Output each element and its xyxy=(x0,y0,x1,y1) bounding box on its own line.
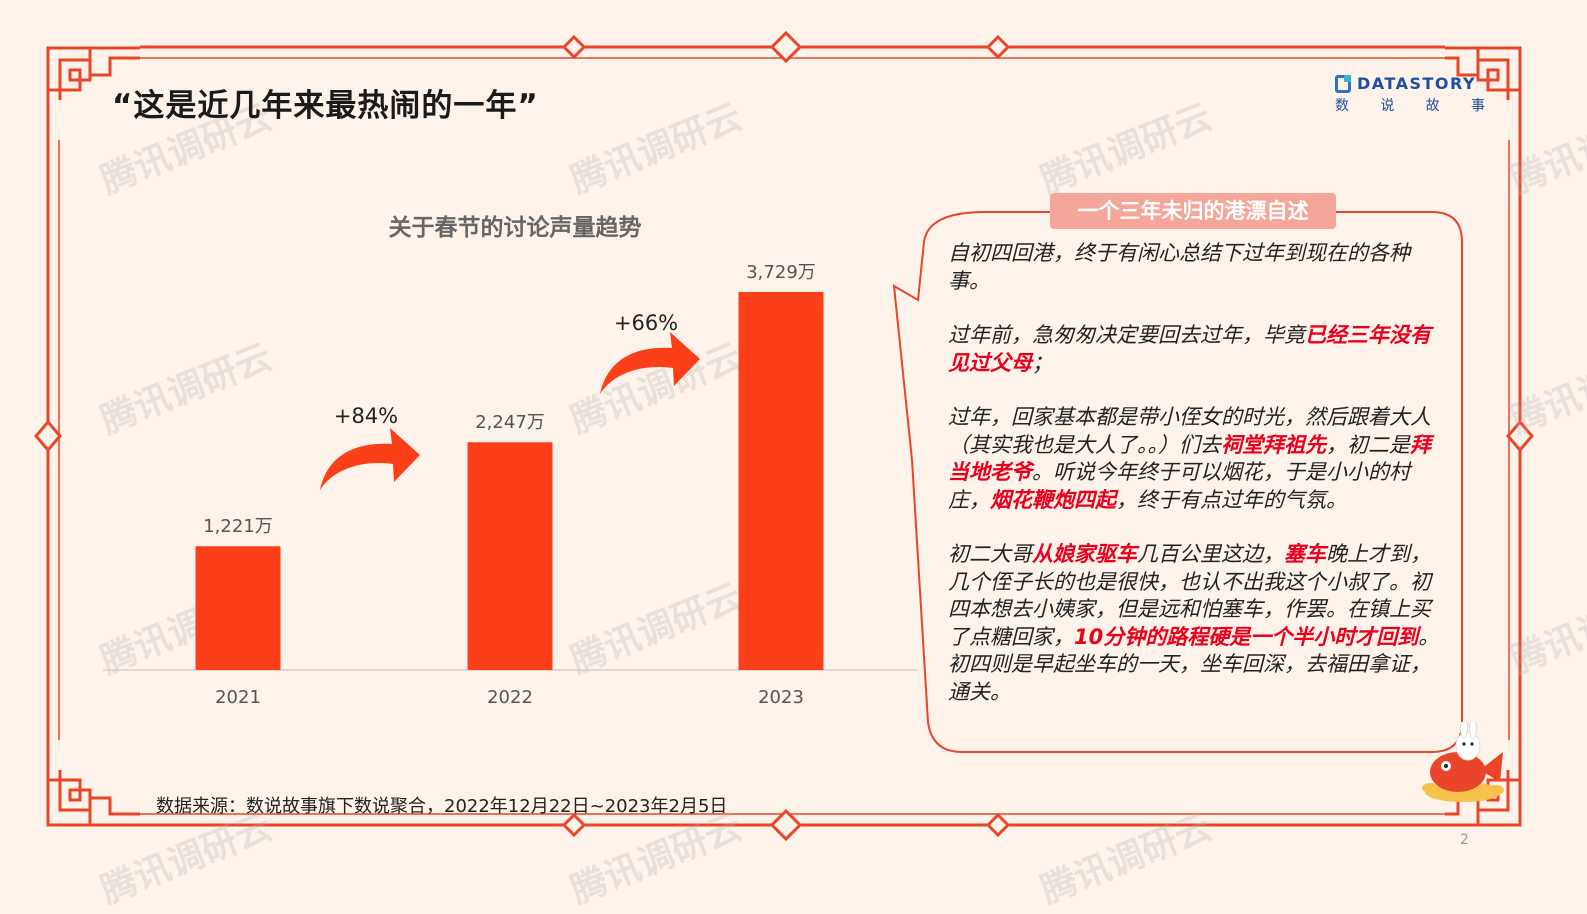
bar-chart: 1,221万 2021 2,247万 2022 3,729万 2023 +84% +66% xyxy=(103,262,918,708)
highlight-text: 塞车 xyxy=(1284,542,1326,566)
story-text-segment: 过年前，急匆匆决定要回去过年，毕竟 xyxy=(948,323,1305,347)
logo-chinese: 数 说 故 事 xyxy=(1335,95,1485,115)
bar-2021 xyxy=(195,546,281,670)
growth-arrow xyxy=(320,428,420,490)
x-tick-label: 2023 xyxy=(758,687,804,708)
story-paragraph: 过年前，急匆匆决定要回去过年，毕竟已经三年没有见过父母； xyxy=(948,322,1440,377)
logo-char: 数 xyxy=(1335,98,1349,114)
story-text-segment: 。初四则是早起坐车的一天，坐车回深，去福田拿证，通关。 xyxy=(948,624,1440,704)
story-text-segment: 自初四回港，终于有闲心总结下过年到现在的各种事。 xyxy=(948,241,1410,293)
x-tick-label: 2022 xyxy=(487,687,533,708)
highlight-text: 已经三年没有见过父母 xyxy=(948,323,1431,375)
highlight-text: 从娘家驱车 xyxy=(1032,542,1137,566)
logo-char: 说 xyxy=(1380,98,1395,114)
value-label: 2,247万 xyxy=(475,412,545,433)
data-source: 数据来源：数说故事旗下数说聚合，2022年12月22日~2023年2月5日 xyxy=(156,796,728,817)
value-label: 3,729万 xyxy=(746,262,816,283)
growth-label: +84% xyxy=(334,404,398,428)
story-text-segment: 初二大哥 xyxy=(948,542,1032,566)
highlight-text: 烟花鞭炮四起 xyxy=(990,487,1116,512)
page-number: 2 xyxy=(1460,832,1469,848)
highlight-text: 祠堂拜祖先 xyxy=(1221,432,1326,457)
story-text-segment: 。听说今年终于可以烟花，于是小小的村庄， xyxy=(948,460,1410,512)
story-paragraph: 过年，回家基本都是带小侄女的时光，然后跟着大人（其实我也是大人了。。）们去祠堂拜… xyxy=(948,404,1440,514)
rabbit-koi-mascot xyxy=(1422,722,1504,802)
decorative-frame xyxy=(34,30,1534,842)
story-text-segment: ； xyxy=(1032,350,1053,375)
growth-label: +66% xyxy=(614,311,678,335)
logo-char: 事 xyxy=(1470,98,1485,114)
story-text-segment: ，初二是 xyxy=(1326,432,1410,457)
logo-wordmark: DATASTORY xyxy=(1357,74,1477,93)
story-paragraph: 初二大哥从娘家驱车几百公里这边，塞车晚上才到，几个侄子长的也是很快，也认不出我这… xyxy=(948,541,1440,706)
story-text-segment: 几百公里这边， xyxy=(1137,542,1284,566)
story-text: 自初四回港，终于有闲心总结下过年到现在的各种事。 过年前，急匆匆决定要回去过年，毕… xyxy=(948,240,1440,733)
chart-title: 关于春节的讨论声量趋势 xyxy=(388,215,642,241)
story-title: 一个三年未归的港漂自述 xyxy=(1050,193,1336,229)
speech-bubble xyxy=(892,211,1463,753)
highlight-text: 10分钟的路程硬是一个半小时才回到 xyxy=(1074,624,1419,649)
bar-2022 xyxy=(467,442,553,670)
bar-2023 xyxy=(738,292,824,670)
highlight-text: 拜当地老爷 xyxy=(948,432,1431,485)
datastory-logo-icon xyxy=(1335,74,1351,93)
value-label: 1,221万 xyxy=(203,516,273,537)
x-tick-label: 2021 xyxy=(215,687,261,708)
story-text-segment: 晚上才到，几个侄子长的也是很快，也认不出我这个小叔了。初四本想去小姨家，但是远和… xyxy=(948,542,1431,649)
datastory-logo: DATASTORY 数 说 故 事 xyxy=(1335,74,1495,115)
logo-char: 故 xyxy=(1425,98,1440,114)
story-text-segment: 过年，回家基本都是带小侄女的时光，然后跟着大人（其实我也是大人了。。）们去 xyxy=(948,405,1431,457)
page-title: “这是近几年来最热闹的一年” xyxy=(112,88,539,124)
story-paragraph: 自初四回港，终于有闲心总结下过年到现在的各种事。 xyxy=(948,240,1440,295)
story-text-segment: ，终于有点过年的气氛。 xyxy=(1116,487,1347,512)
growth-arrow xyxy=(600,332,700,394)
